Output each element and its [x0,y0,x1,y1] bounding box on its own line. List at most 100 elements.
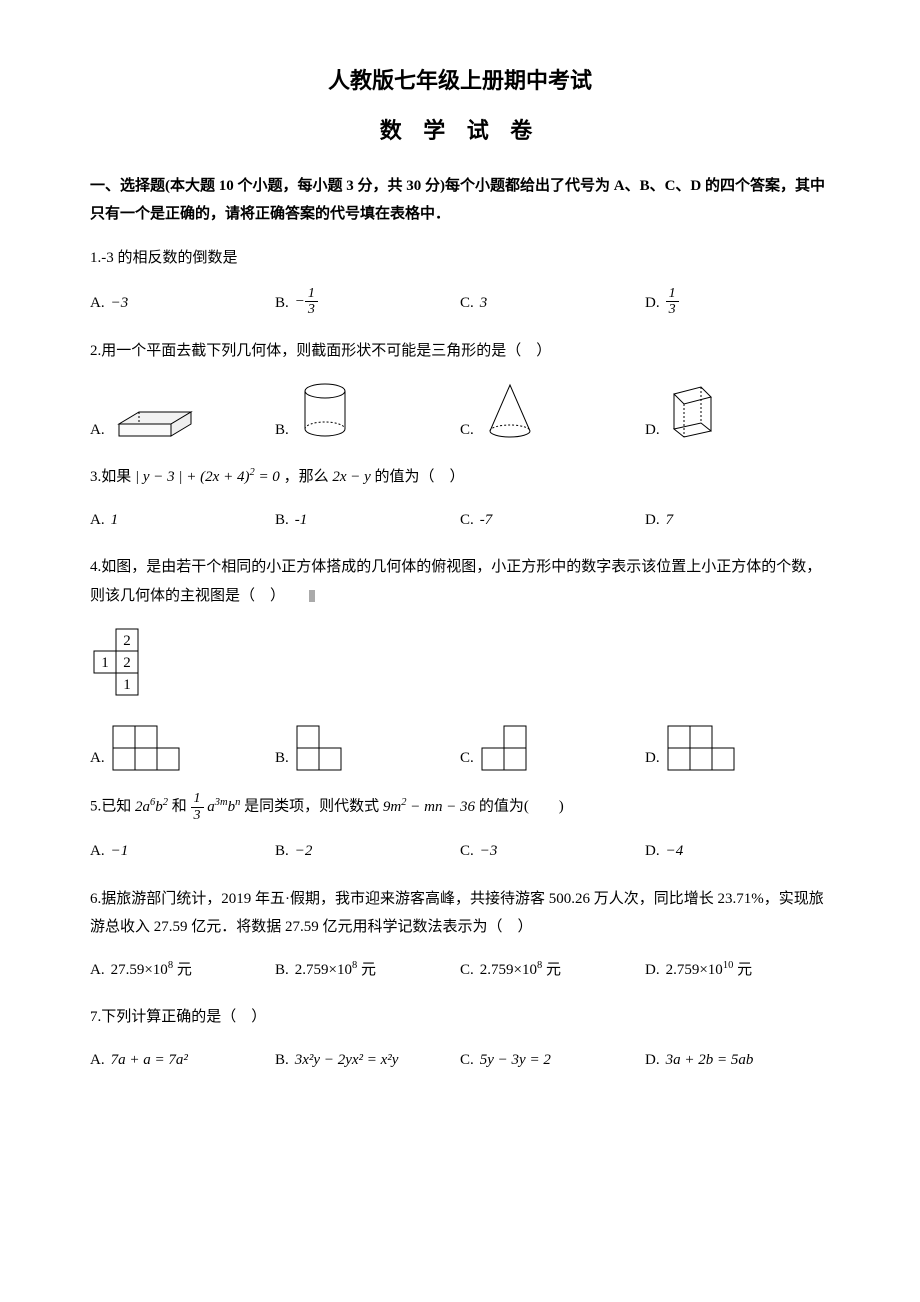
rectangular-prism-icon [111,394,201,444]
question-3: 3.如果 | y − 3 | + (2x + 4)2 = 0 ，那么 2x − … [90,463,830,538]
option-value: -1 [295,506,308,535]
option-value: 5y − 3y = 2 [480,1046,551,1075]
option-label: B. [275,289,289,318]
option-label: A. [90,744,105,773]
option-value: 2.759×108 元 [295,956,376,985]
option-value: −3 [480,837,498,866]
q3-number: 3. [90,469,101,485]
q2-number: 2. [90,343,101,359]
q4-text: 如图，是由若干个相同的小正方体搭成的几何体的俯视图，小正方形中的数字表示该位置上… [90,559,821,604]
q5-and: 和 [168,799,191,815]
q3-option-d: D.7 [645,502,830,539]
q2-option-b: B. [275,375,460,448]
q7-option-c: C.5y − 3y = 2 [460,1042,645,1079]
triangular-prism-icon [666,379,721,444]
q4-option-b: B. [275,720,460,776]
option-value: −13 [295,286,318,318]
q1-text: -3 的相反数的倒数是 [101,250,237,266]
q5-term2: 13 a3mbn [191,799,241,815]
q3-prefix: 如果 [101,469,135,485]
option-label: B. [275,1046,289,1075]
question-7: 7.下列计算正确的是（ ） A.7a + a = 7a² B.3x²y − 2y… [90,1003,830,1078]
q3-option-a: A.1 [90,502,275,539]
option-label: A. [90,1046,105,1075]
q6-option-d: D.2.759×1010 元 [645,952,830,989]
option-value: −4 [666,837,684,866]
option-label: B. [275,837,289,866]
q2-option-c: C. [460,375,645,448]
q5-option-b: B.−2 [275,833,460,870]
q7-number: 7. [90,1009,101,1025]
option-value: 2.759×1010 元 [666,956,752,985]
option-label: B. [275,506,289,535]
option-value: 2.759×108 元 [480,956,561,985]
section-heading: 一、选择题(本大题 10 个小题，每小题 3 分，共 30 分)每个小题都给出了… [90,172,830,229]
q7-option-a: A.7a + a = 7a² [90,1042,275,1079]
q6-text: 据旅游部门统计，2019 年五·假期，我市迎来游客高峰，共接待游客 500.26… [90,891,824,936]
q4-option-a: A. [90,720,275,776]
svg-text:1: 1 [101,655,109,671]
q5-mid: 是同类项，则代数式 [240,799,383,815]
option-label: D. [645,506,660,535]
svg-text:2: 2 [123,633,131,649]
q7-option-b: B.3x²y − 2yx² = x²y [275,1042,460,1079]
q5-number: 5. [90,799,101,815]
cylinder-icon [295,379,355,444]
question-6: 6.据旅游部门统计，2019 年五·假期，我市迎来游客高峰，共接待游客 500.… [90,885,830,989]
q1-number: 1. [90,250,101,266]
q5-option-c: C.−3 [460,833,645,870]
option-label: B. [275,416,289,445]
q5-suffix: 的值为( ) [475,799,564,815]
q1-option-b: B. −13 [275,282,460,322]
page-subtitle: 数 学 试 卷 [90,110,830,152]
option-label: A. [90,416,105,445]
option-value: 1 [111,506,119,535]
front-view-c-icon [480,724,540,772]
option-label: A. [90,837,105,866]
option-label: A. [90,506,105,535]
option-value: −2 [295,837,313,866]
option-value: 3 [480,289,488,318]
q2-option-a: A. [90,390,275,448]
q1-option-d: D. 13 [645,282,830,322]
svg-text:1: 1 [123,677,131,693]
option-value: 7 [666,506,674,535]
front-view-a-icon [111,724,181,772]
option-label: D. [645,837,660,866]
option-label: D. [645,1046,660,1075]
question-4: 4.如图，是由若干个相同的小正方体搭成的几何体的俯视图，小正方形中的数字表示该位… [90,553,830,776]
question-1: 1.-3 的相反数的倒数是 A. −3 B. −13 C. 3 D. 13 [90,244,830,322]
q5-expr: 9m2 − mn − 36 [383,799,475,815]
q6-option-c: C.2.759×108 元 [460,952,645,989]
option-label: C. [460,506,474,535]
option-label: C. [460,744,474,773]
front-view-d-icon [666,724,736,772]
q5-option-a: A.−1 [90,833,275,870]
option-value: −1 [111,837,129,866]
option-value: 3x²y − 2yx² = x²y [295,1046,399,1075]
cone-icon [480,379,540,444]
q1-option-a: A. −3 [90,285,275,322]
option-label: A. [90,289,105,318]
option-label: D. [645,744,660,773]
option-value: 7a + a = 7a² [111,1046,188,1075]
q1-option-c: C. 3 [460,285,645,322]
front-view-b-icon [295,724,365,772]
q4-figure: 2 1 2 1 [90,625,830,700]
q3-option-c: C.-7 [460,502,645,539]
option-label: D. [645,289,660,318]
q7-option-d: D.3a + 2b = 5ab [645,1042,830,1079]
option-value: -7 [480,506,493,535]
option-value: 13 [666,286,679,318]
question-5: 5.已知 2a6b2 和 13 a3mbn 是同类项，则代数式 9m2 − mn… [90,791,830,869]
q3-suffix: 的值为（ ） [371,469,465,485]
option-value: −3 [111,289,129,318]
option-label: B. [275,744,289,773]
q6-option-b: B.2.759×108 元 [275,952,460,989]
question-2: 2.用一个平面去截下列几何体，则截面形状不可能是三角形的是（ ） A. B. C… [90,337,830,449]
q5-option-d: D.−4 [645,833,830,870]
svg-text:2: 2 [123,655,131,671]
q3-expr1: | y − 3 | + (2x + 4)2 = 0 [135,469,280,485]
option-label: B. [275,956,289,985]
q5-term1: 2a6b2 [135,799,168,815]
